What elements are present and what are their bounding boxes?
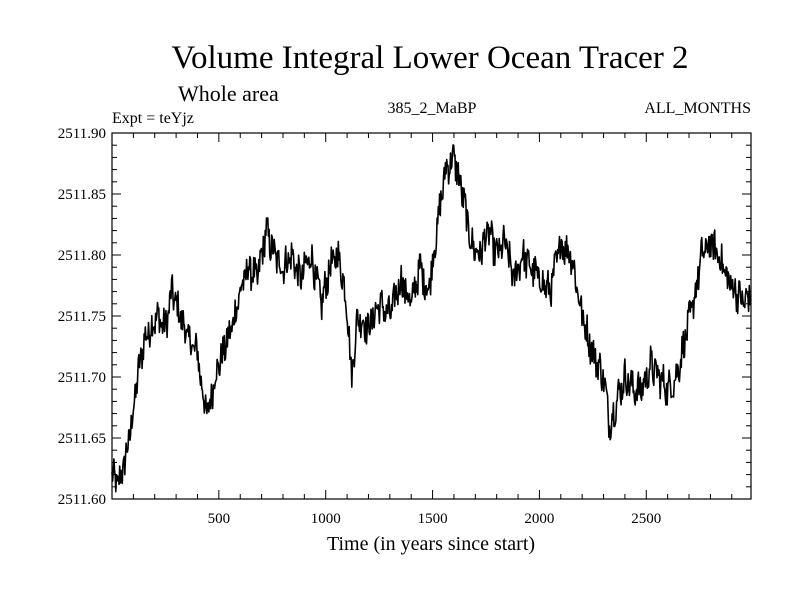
y-tick-label: 2511.65 (58, 431, 106, 447)
x-tick-label: 500 (208, 511, 231, 527)
y-tick-label: 2511.60 (58, 492, 106, 508)
x-axis-label: Time (in years since start) (327, 533, 535, 555)
plot-frame (111, 132, 752, 500)
x-tick-label: 2500 (631, 511, 661, 527)
y-tick-label: 2511.85 (58, 187, 106, 203)
months-label: ALL_MONTHS (644, 100, 751, 117)
chart-title: Volume Integral Lower Ocean Tracer 2 (171, 40, 688, 76)
chart-subtitle: Whole area (178, 81, 279, 106)
y-tick-label: 2511.75 (58, 309, 106, 325)
y-tick-label: 2511.80 (58, 248, 106, 264)
x-tick-label: 2000 (524, 511, 554, 527)
series-line (111, 144, 752, 493)
y-tick-label: 2511.90 (58, 126, 106, 142)
expt-label: Expt = teYjz (112, 110, 194, 127)
x-tick-label: 1500 (418, 511, 448, 527)
x-tick-label: 1000 (311, 511, 341, 527)
run-label: 385_2_MaBP (388, 100, 477, 117)
y-tick-label: 2511.70 (58, 370, 106, 386)
